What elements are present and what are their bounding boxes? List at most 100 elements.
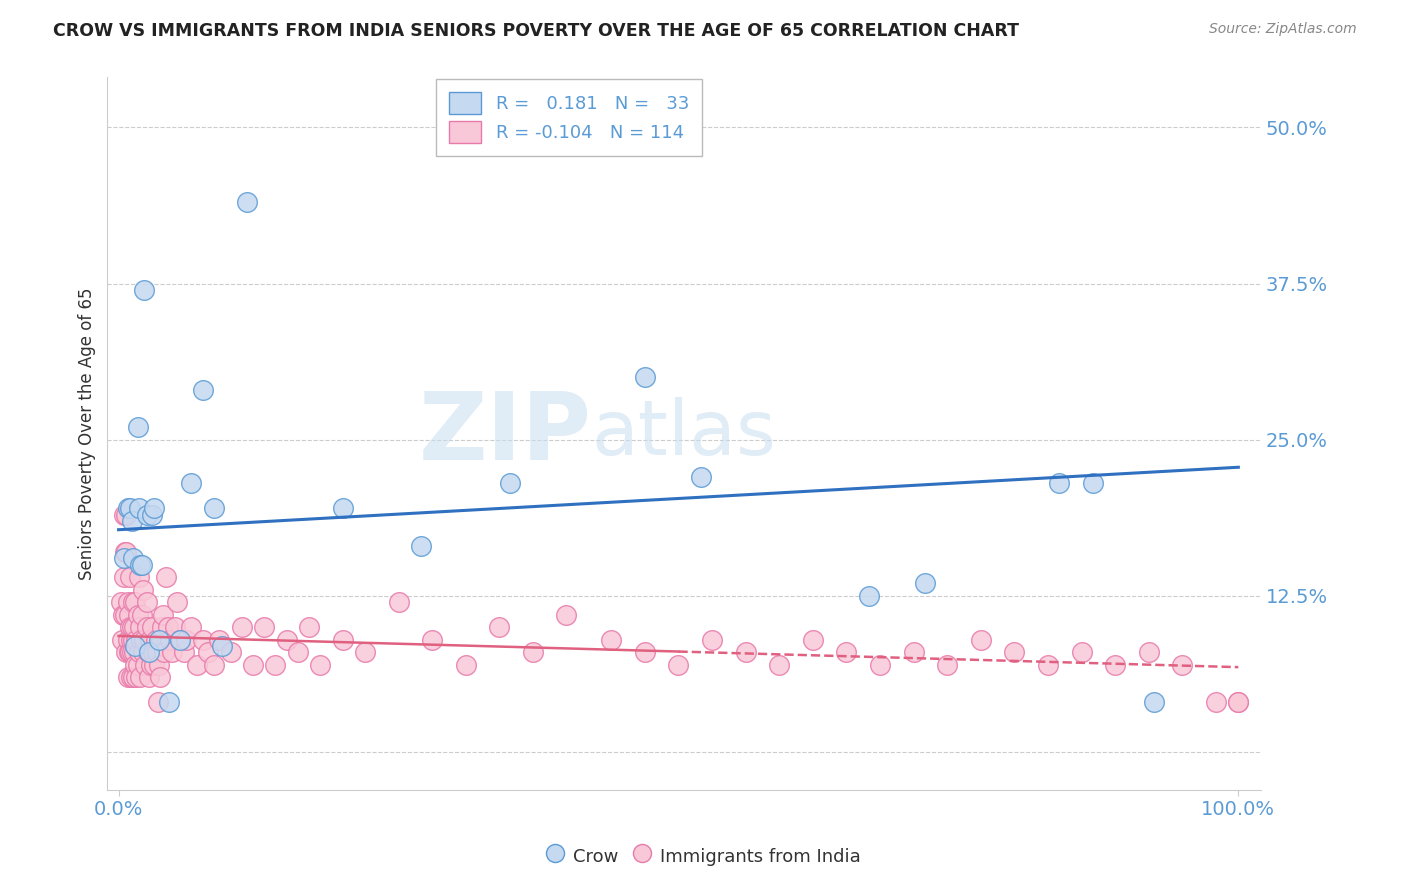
Point [157,695,180,709]
Point [135,595,157,609]
Point [173,645,195,659]
Point [142,645,165,659]
Point [835,645,858,659]
Point [124,639,146,653]
Point [122,551,145,566]
Point [138,670,160,684]
Point [387,595,409,609]
Point [1070,645,1092,659]
Point [253,620,276,634]
Point [131,558,153,572]
Point [1036,657,1059,672]
Point [115,508,138,522]
Point [146,695,169,709]
Point [118,645,141,659]
Point [149,670,172,684]
Point [150,632,173,647]
Point [131,607,153,622]
Point [111,632,134,647]
Point [117,501,139,516]
Point [122,670,145,684]
Point [120,670,142,684]
Point [153,645,176,659]
Point [121,620,143,634]
Point [169,632,191,647]
Point [768,657,790,672]
Point [127,420,149,434]
Point [454,657,477,672]
Point [135,620,157,634]
Point [148,632,170,647]
Point [143,657,166,672]
Point [138,645,160,659]
Point [1081,476,1104,491]
Point [499,476,522,491]
Point [125,632,148,647]
Point [117,670,139,684]
Point [128,645,150,659]
Point [1104,657,1126,672]
Point [110,595,132,609]
Point [118,570,141,584]
Point [139,657,162,672]
Point [162,645,184,659]
Point [128,501,150,516]
Point [332,501,354,516]
Point [202,501,225,516]
Point [287,645,309,659]
Point [869,657,891,672]
Point [197,645,219,659]
Point [139,632,162,647]
Point [124,595,146,609]
Point [117,632,139,647]
Point [132,582,155,597]
Point [127,657,149,672]
Point [332,632,354,647]
Point [1002,645,1025,659]
Point [121,645,143,659]
Point [689,470,711,484]
Point [134,657,156,672]
Point [219,645,242,659]
Point [115,645,138,659]
Legend: Crow, Immigrants from India: Crow, Immigrants from India [538,838,868,874]
Point [124,657,146,672]
Point [298,620,321,634]
Point [166,595,188,609]
Point [191,632,214,647]
Point [634,370,657,384]
Point [211,639,233,653]
Point [420,632,443,647]
Point [236,195,259,210]
Point [141,620,163,634]
Point [522,645,544,659]
Text: Source: ZipAtlas.com: Source: ZipAtlas.com [1209,22,1357,37]
Point [634,645,657,659]
Point [1227,695,1250,709]
Point [156,620,179,634]
Point [555,607,578,622]
Point [202,657,225,672]
Point [169,632,191,647]
Point [231,620,253,634]
Point [970,632,993,647]
Point [159,632,181,647]
Point [114,607,136,622]
Point [180,476,202,491]
Point [488,620,510,634]
Point [128,558,150,572]
Point [122,595,145,609]
Point [1171,657,1194,672]
Point [191,383,214,397]
Point [120,632,142,647]
Point [122,620,145,634]
Point [128,670,150,684]
Point [150,620,173,634]
Point [117,595,139,609]
Point [409,539,432,553]
Point [118,501,141,516]
Point [112,508,135,522]
Y-axis label: Seniors Poverty Over the Age of 65: Seniors Poverty Over the Age of 65 [79,287,96,580]
Point [129,632,152,647]
Point [1047,476,1070,491]
